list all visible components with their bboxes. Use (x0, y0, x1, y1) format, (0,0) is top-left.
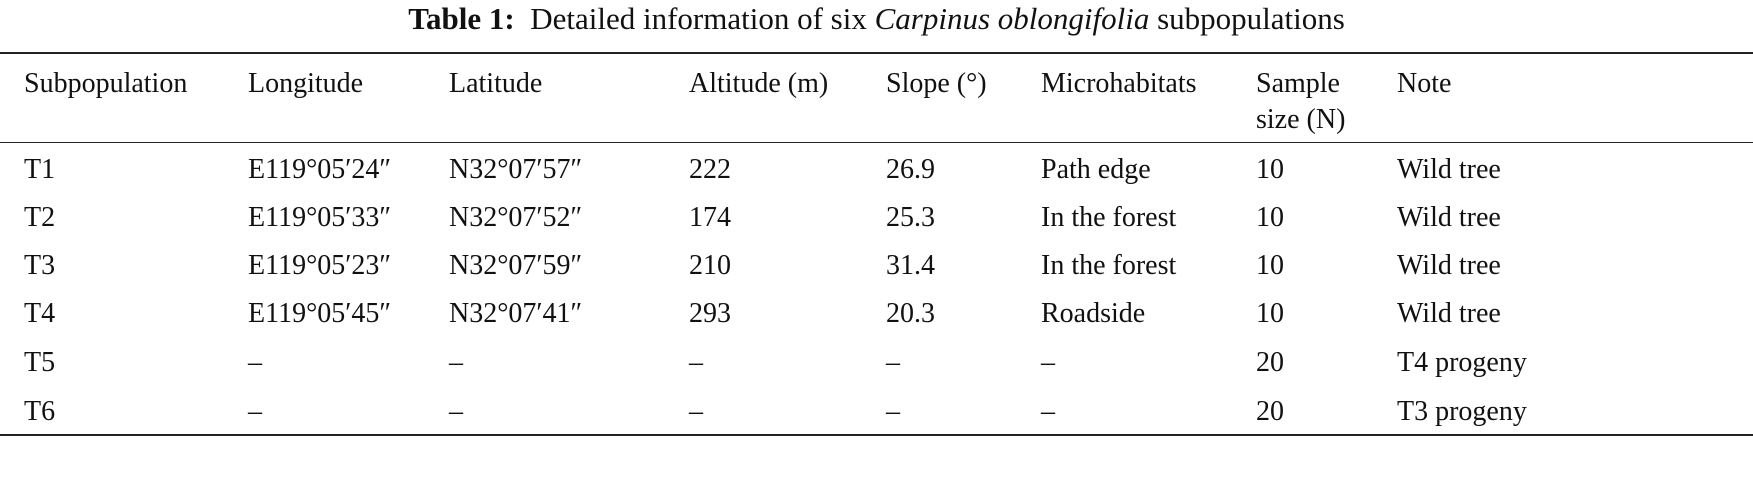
table-caption-text-after: subpopulations (1157, 1, 1345, 36)
table-cell-longitude: E119°05′33″ (248, 202, 392, 233)
column-header-longitude: Longitude (248, 66, 363, 102)
table-cell-microhabitats: In the forest (1041, 202, 1177, 233)
table-caption-label: Table 1: (408, 1, 515, 36)
table-cell-altitude: – (689, 396, 703, 427)
table-cell-latitude: N32°07′59″ (449, 250, 583, 281)
column-header-line: Subpopulation (24, 68, 188, 99)
table-cell-slope: – (886, 347, 900, 378)
table-cell-subpopulation: T5 (24, 347, 56, 378)
table-cell-latitude: – (449, 396, 463, 427)
column-header-microhabitats: Microhabitats (1041, 66, 1197, 102)
table-cell-latitude: N32°07′41″ (449, 298, 583, 329)
table-caption-text-before: Detailed information of six (530, 1, 867, 36)
column-header-subpopulation: Subpopulation (24, 66, 187, 102)
column-header-line: Slope (°) (886, 68, 987, 99)
table-cell-microhabitats: In the forest (1041, 250, 1177, 281)
column-header-line: Note (1397, 68, 1452, 99)
top-rule (0, 52, 1753, 54)
table-cell-microhabitats: – (1041, 347, 1055, 378)
table-cell-note: Wild tree (1397, 298, 1501, 329)
table-cell-slope: 31.4 (886, 250, 935, 281)
table-cell-slope: 25.3 (886, 202, 935, 233)
column-header-altitude: Altitude (m) (689, 66, 828, 102)
table-cell-sample-size: 10 (1256, 298, 1284, 329)
table-cell-altitude: – (689, 347, 703, 378)
table-cell-slope: – (886, 396, 900, 427)
table-cell-longitude: – (248, 396, 262, 427)
table-cell-longitude: E119°05′23″ (248, 250, 392, 281)
table-cell-sample-size: 20 (1256, 396, 1284, 427)
table-cell-altitude: 293 (689, 298, 731, 329)
column-header-note: Note (1397, 66, 1451, 102)
table-cell-subpopulation: T2 (24, 202, 56, 233)
column-header-slope: Slope (°) (886, 66, 987, 102)
table-cell-sample-size: 10 (1256, 202, 1284, 233)
column-header-line: size (N) (1256, 104, 1346, 135)
table-cell-longitude: – (248, 347, 262, 378)
table-cell-microhabitats: – (1041, 396, 1055, 427)
table-cell-longitude: E119°05′45″ (248, 298, 392, 329)
table-caption: Table 1: Detailed information of six Car… (0, 0, 1753, 37)
table-cell-subpopulation: T6 (24, 396, 56, 427)
table-cell-slope: 26.9 (886, 154, 935, 185)
table-cell-altitude: 210 (689, 250, 731, 281)
table-cell-note: T3 progeny (1397, 396, 1527, 427)
table-cell-sample-size: 10 (1256, 250, 1284, 281)
table-cell-microhabitats: Roadside (1041, 298, 1146, 329)
table-cell-note: Wild tree (1397, 202, 1501, 233)
table-cell-subpopulation: T4 (24, 298, 56, 329)
table-caption-species: Carpinus oblongifolia (874, 1, 1150, 36)
table-cell-altitude: 222 (689, 154, 731, 185)
table-cell-altitude: 174 (689, 202, 731, 233)
column-header-line: Sample (1256, 68, 1340, 99)
table-cell-longitude: E119°05′24″ (248, 154, 392, 185)
table-cell-microhabitats: Path edge (1041, 154, 1151, 185)
table-cell-slope: 20.3 (886, 298, 935, 329)
column-header-line: Altitude (m) (689, 68, 829, 99)
column-header-sample-size: Sample size (N) (1256, 66, 1345, 138)
table-cell-latitude: N32°07′52″ (449, 202, 583, 233)
table-cell-note: Wild tree (1397, 250, 1501, 281)
table-cell-sample-size: 10 (1256, 154, 1284, 185)
bottom-rule (0, 434, 1753, 436)
table-cell-latitude: – (449, 347, 463, 378)
header-rule (0, 142, 1753, 143)
table-cell-note: T4 progeny (1397, 347, 1527, 378)
column-header-line: Longitude (248, 68, 364, 99)
column-header-line: Latitude (449, 68, 543, 99)
table-cell-note: Wild tree (1397, 154, 1501, 185)
column-header-latitude: Latitude (449, 66, 542, 102)
table-cell-subpopulation: T1 (24, 154, 56, 185)
table-cell-sample-size: 20 (1256, 347, 1284, 378)
table-cell-subpopulation: T3 (24, 250, 56, 281)
column-header-line: Microhabitats (1041, 68, 1197, 99)
table-cell-latitude: N32°07′57″ (449, 154, 583, 185)
